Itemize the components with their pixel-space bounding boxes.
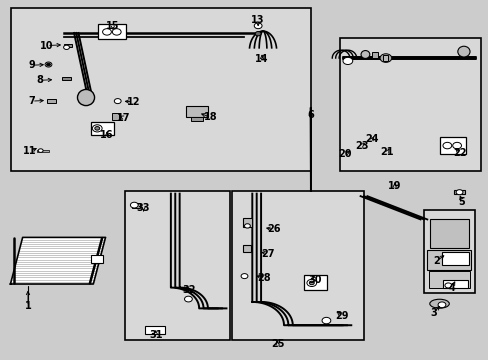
Bar	[371, 51, 377, 58]
Bar	[144, 326, 164, 334]
Text: 30: 30	[307, 275, 321, 285]
Circle shape	[95, 127, 100, 130]
Circle shape	[444, 283, 451, 288]
Circle shape	[379, 54, 391, 62]
Text: 14: 14	[255, 54, 268, 64]
Text: 4: 4	[447, 283, 454, 293]
Circle shape	[244, 224, 250, 228]
Bar	[37, 150, 49, 152]
Bar	[98, 24, 126, 40]
Bar	[339, 39, 480, 171]
Circle shape	[254, 23, 262, 29]
Bar	[132, 203, 140, 208]
Bar	[304, 275, 327, 291]
Bar	[62, 77, 71, 80]
Text: 12: 12	[126, 97, 140, 107]
Bar	[383, 55, 387, 61]
Circle shape	[38, 149, 43, 152]
Text: 5: 5	[458, 197, 465, 207]
Bar	[242, 219, 252, 227]
Text: 33: 33	[137, 203, 150, 213]
Text: 27: 27	[261, 248, 274, 258]
Text: 24: 24	[365, 134, 378, 144]
Text: 19: 19	[387, 181, 401, 191]
Text: 25: 25	[270, 339, 284, 349]
Circle shape	[322, 318, 330, 324]
Bar	[190, 117, 203, 121]
Text: 16: 16	[100, 130, 114, 140]
Bar	[441, 252, 468, 265]
Circle shape	[184, 296, 192, 302]
FancyArrowPatch shape	[191, 111, 195, 113]
Text: 11: 11	[23, 146, 37, 156]
Text: 1: 1	[24, 301, 31, 311]
Bar	[443, 280, 467, 288]
Text: 17: 17	[117, 113, 130, 123]
Ellipse shape	[77, 89, 94, 105]
Text: 32: 32	[182, 285, 195, 296]
Circle shape	[255, 32, 261, 36]
Bar	[125, 191, 229, 339]
Text: 20: 20	[338, 149, 351, 159]
Circle shape	[241, 274, 247, 279]
Text: 6: 6	[307, 111, 314, 121]
Text: 18: 18	[203, 112, 217, 122]
Bar	[232, 191, 363, 339]
Bar	[429, 220, 468, 248]
Bar	[427, 250, 470, 270]
Circle shape	[306, 279, 316, 287]
Bar	[453, 190, 464, 194]
Bar	[242, 244, 251, 252]
Text: 31: 31	[149, 330, 162, 340]
Text: 13: 13	[251, 15, 264, 26]
Circle shape	[455, 190, 462, 195]
Bar	[439, 137, 466, 154]
Text: 22: 22	[452, 148, 466, 158]
Text: 23: 23	[354, 140, 367, 150]
Ellipse shape	[360, 50, 369, 58]
Circle shape	[130, 202, 138, 208]
Circle shape	[46, 63, 50, 66]
Text: 3: 3	[429, 308, 436, 318]
Circle shape	[342, 57, 352, 64]
Circle shape	[114, 99, 121, 104]
Circle shape	[442, 142, 451, 149]
Bar	[47, 99, 56, 103]
Bar	[185, 106, 207, 117]
Circle shape	[452, 142, 461, 149]
Text: 29: 29	[335, 311, 348, 321]
Circle shape	[63, 45, 69, 49]
Bar	[91, 122, 114, 135]
Text: 15: 15	[106, 21, 120, 31]
Circle shape	[112, 29, 121, 35]
Text: 7: 7	[28, 96, 35, 106]
Text: 26: 26	[266, 225, 280, 234]
Ellipse shape	[429, 299, 448, 308]
Bar	[428, 271, 469, 288]
Text: 2: 2	[433, 256, 440, 266]
Circle shape	[92, 125, 102, 132]
Bar	[64, 44, 72, 47]
Polygon shape	[10, 237, 105, 284]
Text: 8: 8	[36, 75, 43, 85]
Circle shape	[437, 302, 445, 308]
Text: 9: 9	[28, 60, 35, 70]
Bar	[11, 8, 311, 171]
Text: 21: 21	[380, 147, 393, 157]
Text: 10: 10	[40, 41, 54, 50]
Text: 28: 28	[257, 273, 270, 283]
Bar	[112, 113, 119, 120]
Circle shape	[102, 29, 111, 35]
Circle shape	[45, 62, 52, 67]
Circle shape	[309, 281, 314, 285]
Bar	[91, 255, 103, 263]
Bar	[423, 211, 474, 293]
Ellipse shape	[457, 46, 469, 57]
